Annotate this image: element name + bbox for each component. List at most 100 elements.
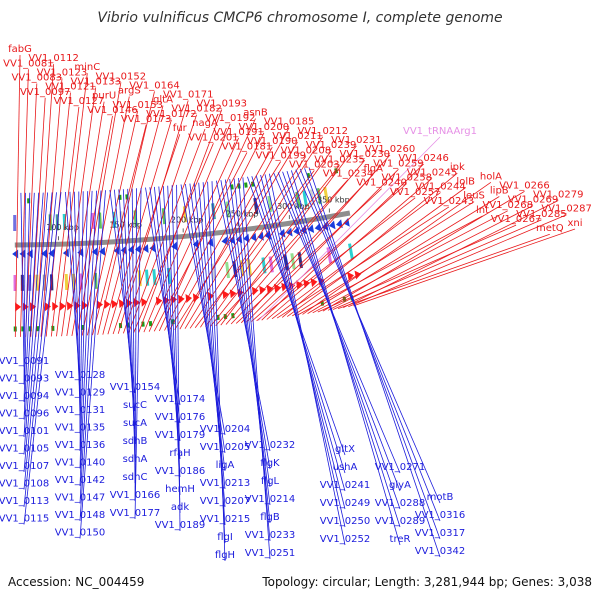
gene-label: xni [567, 218, 582, 229]
tick-label: 100 kbp [46, 223, 79, 232]
gene-label: VV1_0207 [200, 496, 251, 507]
leader-line [138, 109, 223, 333]
gene-label: VV1_0192 [205, 113, 256, 124]
leader-line [308, 167, 441, 558]
gene-label: VV1_0173 [121, 114, 172, 125]
leader-line [224, 179, 271, 488]
gene-label: VV1_0211 [272, 131, 323, 142]
gene-label: ipk [450, 162, 465, 173]
leader-line [81, 96, 130, 336]
leader-line [317, 224, 517, 313]
leader-line [145, 187, 181, 406]
gene-label: fur [173, 123, 188, 134]
gene-label: VV1_0171 [163, 90, 214, 101]
gene-label: VV1_0233 [245, 530, 296, 541]
gene-label: flgI [217, 532, 233, 543]
gene-label: VV1_0213 [200, 478, 251, 489]
gene-label: argS [118, 86, 141, 97]
gene-label: lnt [476, 205, 489, 216]
gene-label: VV1_0239 [306, 140, 357, 151]
gene-label: VV1_0148 [55, 510, 106, 521]
feature-block [302, 190, 308, 207]
gene-label: VV1_0212 [297, 126, 348, 137]
gene-label: lolB [456, 177, 475, 188]
leader-line [176, 184, 181, 532]
gene-label: VV1_tRNAArg1 [403, 126, 477, 137]
gene-label: ushA [333, 462, 358, 473]
gene-label: VV1_0289 [375, 516, 426, 527]
leader-line [50, 106, 80, 337]
gene-label: VV1_0250 [320, 516, 371, 527]
gene-label: asnB [243, 108, 268, 119]
gene-label: VV1_0172 [146, 109, 197, 120]
leader-line [291, 170, 401, 546]
reverse-gene-arrow [307, 224, 315, 233]
leader-line [322, 191, 525, 312]
leader-line [23, 192, 57, 508]
leader-line [79, 190, 93, 487]
forward-gene-arrow [207, 291, 215, 301]
gene-label: VV1_0193 [197, 99, 248, 110]
gene-label: VV1_0257 [390, 187, 441, 198]
gene-label: hemH [165, 484, 195, 495]
leader-line [71, 115, 113, 336]
gene-label: VV1_0108 [0, 479, 49, 490]
gene-label: VV1_0191 [213, 127, 264, 138]
feature-block [323, 186, 329, 204]
reverse-gene-arrow [99, 246, 106, 256]
gene-label: VV1_0136 [55, 440, 106, 451]
leader-line [14, 54, 21, 338]
label-leader-lines [14, 54, 576, 562]
leader-line [30, 97, 46, 337]
leader-line [127, 188, 136, 466]
gene-label: VV1_0083 [12, 73, 63, 84]
gene-label: flgK [260, 458, 280, 469]
forward-gene-arrow [222, 290, 229, 300]
gene-label: metQ [536, 223, 564, 234]
gene-label: sucC [123, 400, 147, 411]
leader-line [66, 101, 105, 337]
gene-label: VV1_0131 [55, 405, 106, 416]
forward-gene-arrow [67, 301, 74, 311]
gene-label: VV1_0279 [533, 190, 584, 201]
leader-line [164, 132, 265, 331]
leader-line [210, 165, 340, 327]
leader-line [205, 150, 332, 328]
gene-label: VV1_0234 [323, 169, 374, 180]
leader-line [216, 180, 271, 452]
leader-line [211, 181, 226, 562]
gene-label: holA [480, 171, 502, 182]
gene-label: VV1_0231 [331, 135, 382, 146]
leader-line [40, 78, 63, 337]
feature-block [342, 296, 347, 303]
gene-label: VV1_0166 [110, 490, 161, 501]
feature-block [225, 261, 230, 279]
gene-label: VV1_0096 [0, 409, 49, 420]
gene-label: VV1_0112 [28, 53, 79, 64]
accession-text: Accession: NC_004459 [8, 575, 144, 589]
leader-line [79, 191, 84, 452]
forward-gene-arrow [266, 284, 274, 294]
forward-gene-arrow [111, 299, 118, 309]
gene-label: VV1_0133 [70, 77, 121, 88]
reverse-gene-arrow [171, 241, 178, 251]
forward-gene-arrow [141, 297, 148, 307]
gene-label: sucA [123, 418, 147, 429]
gene-label: VV1_0147 [55, 493, 106, 504]
gene-label: flgA [363, 164, 383, 175]
gene-label: VV1_0235 [314, 154, 365, 165]
gene-label: VV1_0127 [54, 96, 105, 107]
feature-block [210, 263, 216, 280]
gene-label: VV1_0081 [3, 58, 54, 69]
gene-label: VV1_0316 [415, 510, 466, 521]
leader-line [169, 147, 273, 331]
gene-label: VV1_0271 [375, 462, 426, 473]
leader-line [23, 192, 48, 473]
forward-gene-arrow [185, 294, 192, 303]
gene-label: VV1_0269 [508, 195, 559, 206]
gene-label: VV1_0288 [375, 498, 426, 509]
reverse-gene-arrow [221, 236, 228, 246]
leader-line [281, 172, 458, 318]
